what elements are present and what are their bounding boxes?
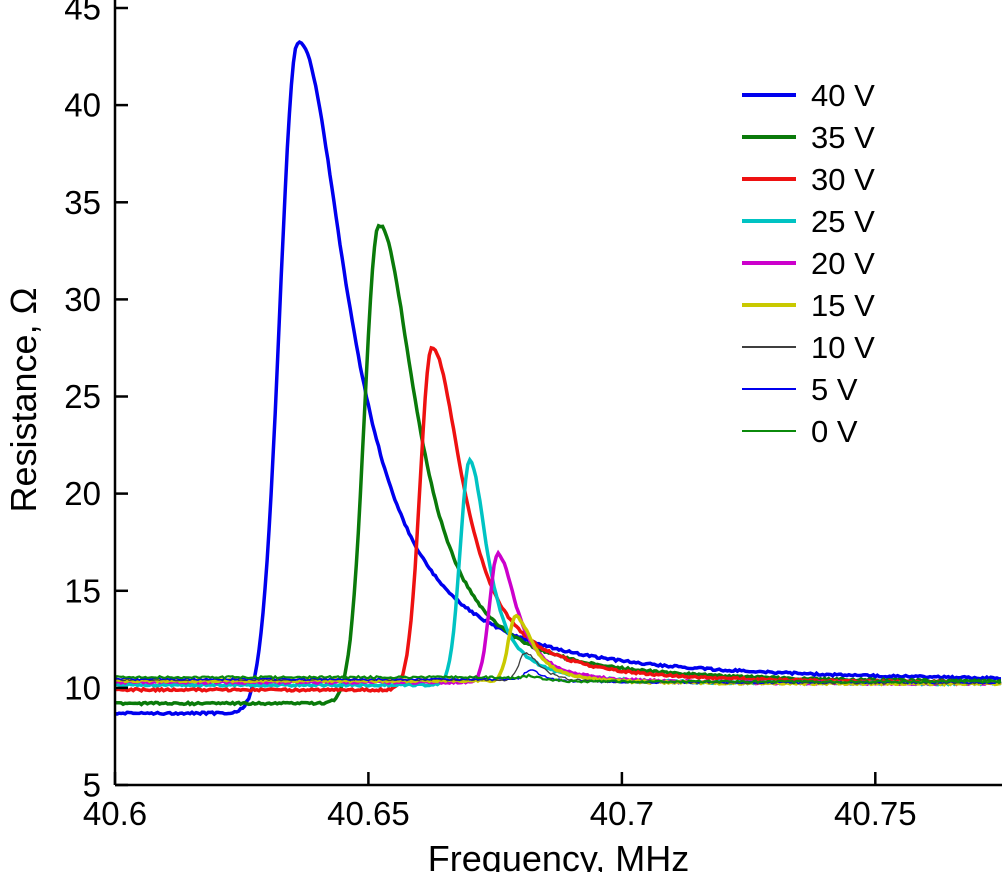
legend-item-15-v: 15 V bbox=[742, 284, 875, 326]
legend-line-swatch bbox=[742, 346, 796, 348]
y-tick-label: 35 bbox=[64, 184, 101, 221]
legend-line-swatch bbox=[742, 219, 796, 223]
legend-line-swatch bbox=[742, 135, 796, 139]
legend-label: 35 V bbox=[811, 119, 875, 155]
legend-item-30-v: 30 V bbox=[742, 158, 875, 200]
x-tick-label: 40.7 bbox=[590, 795, 654, 832]
legend-label: 0 V bbox=[811, 413, 858, 449]
legend-line-swatch bbox=[742, 430, 796, 432]
legend-item-0-v: 0 V bbox=[742, 410, 875, 452]
x-tick-label: 40.75 bbox=[834, 795, 917, 832]
series-line-15v bbox=[114, 613, 1002, 687]
legend-item-40-v: 40 V bbox=[742, 74, 875, 116]
legend-label: 40 V bbox=[811, 77, 875, 113]
legend-item-25-v: 25 V bbox=[742, 200, 875, 242]
legend-label: 30 V bbox=[811, 161, 875, 197]
legend-line-swatch bbox=[742, 261, 796, 265]
legend-label: 25 V bbox=[811, 203, 875, 239]
legend-line-swatch bbox=[742, 93, 796, 97]
legend-item-5-v: 5 V bbox=[742, 368, 875, 410]
x-tick-label: 40.6 bbox=[83, 795, 147, 832]
legend-item-10-v: 10 V bbox=[742, 326, 875, 368]
x-axis-title: Frequency, MHz bbox=[427, 838, 690, 872]
y-tick-label: 30 bbox=[64, 281, 101, 318]
legend-item-35-v: 35 V bbox=[742, 116, 875, 158]
legend-line-swatch bbox=[742, 303, 796, 307]
legend-line-swatch bbox=[742, 177, 796, 181]
legend-label: 15 V bbox=[811, 287, 875, 323]
legend-line-swatch bbox=[742, 388, 796, 390]
legend-label: 5 V bbox=[811, 371, 858, 407]
legend-item-20-v: 20 V bbox=[742, 242, 875, 284]
legend: 40 V 35 V 30 V 25 V 20 V 15 V 10 V 5 V 0 V bbox=[742, 74, 875, 452]
y-tick-label: 5 bbox=[83, 767, 101, 804]
y-tick-label: 40 bbox=[64, 87, 101, 124]
legend-label: 10 V bbox=[811, 329, 875, 365]
series-line-20v bbox=[114, 549, 1002, 687]
y-axis-title: Resistance, Ω bbox=[3, 287, 44, 513]
series-line-25v bbox=[114, 456, 1002, 688]
y-tick-label: 10 bbox=[64, 669, 101, 706]
series-line-0v bbox=[114, 673, 1002, 685]
legend-label: 20 V bbox=[811, 245, 875, 281]
y-tick-label: 15 bbox=[64, 572, 101, 609]
y-tick-label: 45 bbox=[64, 0, 101, 27]
y-tick-label: 25 bbox=[64, 378, 101, 415]
y-tick-label: 20 bbox=[64, 475, 101, 512]
series-line-40v bbox=[114, 40, 1002, 717]
x-tick-label: 40.65 bbox=[327, 795, 410, 832]
